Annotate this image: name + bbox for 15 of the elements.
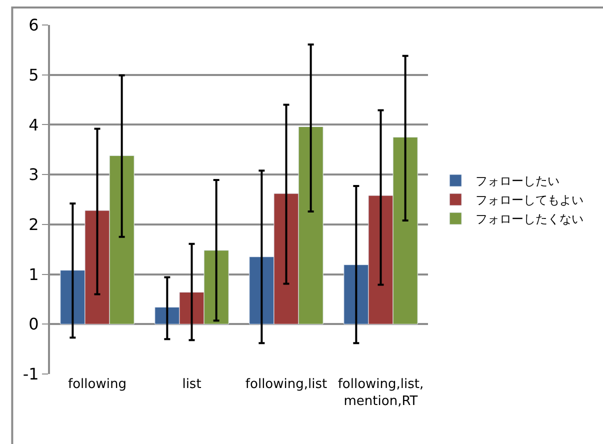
legend-label: フォローしてもよい: [476, 193, 584, 208]
legend-label: フォローしたい: [476, 174, 560, 188]
y-tick-label: 1: [28, 264, 39, 284]
x-tick-label: following: [68, 377, 126, 392]
y-tick-label: 4: [28, 115, 39, 134]
y-tick-label: -1: [22, 364, 39, 384]
y-tick-label: 0: [28, 314, 39, 334]
x-tick-label: list: [182, 377, 202, 392]
y-tick-label: 6: [28, 16, 39, 35]
legend-label: フォローしたくない: [476, 212, 584, 226]
x-tick-label: following,list, mention,RT: [338, 377, 424, 409]
x-tick-label: following,list: [245, 377, 328, 392]
y-tick-label: 3: [28, 165, 39, 184]
y-tick-label: 5: [28, 65, 39, 84]
y-tick-label: 2: [28, 215, 39, 234]
